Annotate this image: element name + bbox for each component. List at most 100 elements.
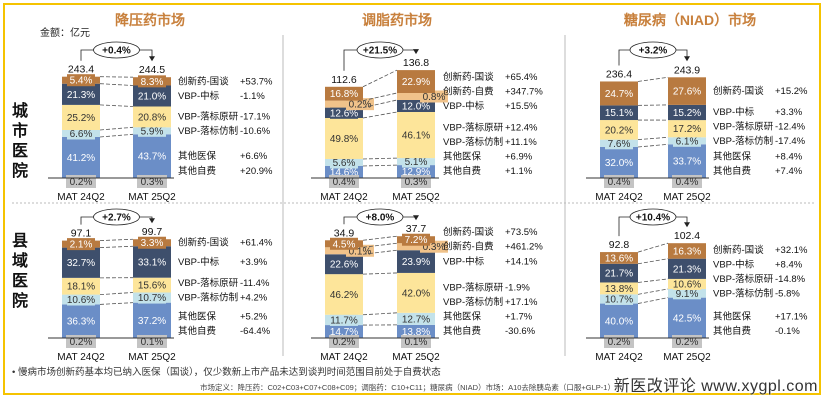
chart-title: 糖尿病（NIAD）市场	[624, 12, 756, 28]
connector-line	[637, 288, 669, 295]
segment-value-label: 10.6%	[67, 295, 95, 306]
bar-segment	[600, 303, 638, 338]
bar-segment	[325, 274, 363, 315]
x-tick-label: MAT 24Q2	[57, 192, 105, 203]
segment-value-label: 15.6%	[138, 281, 166, 292]
value-label-box	[673, 287, 701, 300]
legend-series-name: VBP-中标	[178, 90, 220, 102]
segment-value-label: 46.2%	[330, 290, 358, 301]
segment-value-label: 20.2%	[605, 125, 633, 136]
legend-change-value: +61.4%	[240, 238, 273, 249]
legend-series-name: VBP-落标仿制	[178, 292, 238, 304]
bar-segment	[62, 277, 100, 295]
value-label-box	[138, 124, 166, 137]
legend-series-name: VBP-中标	[443, 256, 485, 268]
value-label-box	[67, 238, 95, 251]
connector-line	[362, 164, 398, 167]
segment-value-label: 21.0%	[138, 92, 166, 103]
legend-series-name: VBP-落标仿制	[713, 135, 773, 147]
segment-value-label: 42.5%	[673, 313, 701, 324]
legend-series-name: VBP-落标仿制	[713, 287, 773, 299]
stacked-bar-chart: 36.3% 10.6% 18.1% 32.7% 2.1% 0.2% 97.1 MAT 24Q2…	[48, 208, 273, 363]
bar-segment	[62, 136, 100, 178]
growth-bubble	[93, 208, 140, 226]
bar-segment	[668, 258, 706, 279]
legend-series-name: VBP-落标仿制	[443, 296, 503, 308]
x-tick-label: MAT 25Q2	[663, 192, 711, 203]
segment-value-label: 33.7%	[673, 157, 701, 168]
row-label-county: 县域医院	[12, 233, 29, 310]
connector-line	[99, 238, 134, 242]
legend-series-name: 其他自费	[713, 325, 751, 337]
legend-series-name: 其他医保	[713, 311, 752, 323]
legend-series-name: 其他自费	[443, 325, 481, 337]
segment-value-label: 2.1%	[70, 240, 93, 251]
segment-value-label: 49.8%	[330, 134, 358, 145]
x-tick-label: MAT 25Q2	[392, 352, 440, 363]
growth-bubble	[629, 208, 677, 226]
value-label-box	[138, 291, 166, 304]
x-tick-label: MAT 24Q2	[57, 352, 105, 363]
legend-series-name: VBP-中标	[713, 106, 755, 118]
segment-value-label: 0.2%	[333, 337, 356, 348]
bar-segment	[325, 254, 363, 275]
bar-segment	[133, 277, 171, 293]
legend-series-name: 创新药-国谈	[713, 244, 764, 256]
legend-change-value: +11.1%	[505, 137, 537, 148]
connector-line	[99, 83, 134, 86]
figure-frame	[3, 3, 821, 395]
segment-value-label: 10.7%	[605, 294, 633, 305]
legend-series-name: 创新药-自费	[443, 241, 494, 253]
segment-value-label: 0.1%	[141, 337, 164, 348]
arrow-head-icon	[684, 222, 690, 228]
legend-change-value: +1.1%	[505, 166, 533, 177]
bar-segment	[62, 83, 100, 105]
connector-line	[362, 272, 398, 275]
legend-change-value: +20.9%	[240, 166, 273, 177]
growth-bubble	[356, 41, 404, 59]
arrow-head-icon	[149, 218, 155, 224]
legend-change-value: -0.1%	[775, 326, 800, 337]
connector-line	[637, 104, 669, 106]
legend-change-value: +1.7%	[505, 312, 533, 323]
stacked-bar-chart: 糖尿病（NIAD）市场 32.0% 7.6% 20.2% 15.1% 24.7% 0.4% 2…	[586, 12, 808, 203]
segment-value-label: 37.2%	[138, 316, 166, 327]
legend-change-value: +12.4%	[505, 123, 538, 134]
chart-title: 降压药市场	[115, 12, 185, 28]
segment-value-label: 32.0%	[605, 158, 633, 169]
segment-value-label: 0.2%	[70, 337, 93, 348]
legend-series-name: 其他医保	[178, 150, 217, 162]
segment-value-label: 40.0%	[605, 316, 633, 327]
legend-change-value: +6.9%	[505, 152, 533, 163]
bar-segment	[325, 247, 363, 255]
legend-change-value: +3.3%	[775, 107, 803, 118]
x-tick-label: MAT 24Q2	[320, 352, 368, 363]
bar-total-label: 243.4	[68, 64, 94, 76]
bar-segment	[668, 243, 706, 259]
connector-line	[637, 258, 669, 265]
segment-value-label: 4.5%	[333, 239, 356, 250]
unit-label: 金额：亿元	[40, 28, 90, 39]
bar-segment	[668, 120, 706, 138]
segment-value-label: 14.7%	[330, 327, 358, 338]
legend-change-value: +8.4%	[775, 259, 803, 270]
segment-value-label: 0.4%	[333, 177, 356, 188]
segment-value-label: 42.0%	[402, 288, 430, 299]
row-label-city: 城市医院	[12, 103, 29, 180]
bar-segment	[600, 105, 638, 121]
legend-change-value: -1.9%	[505, 283, 530, 294]
x-tick-label: MAT 25Q2	[663, 352, 711, 363]
legend-series-name: VBP-落标原研	[178, 110, 239, 122]
legend-series-name: VBP-落标原研	[443, 282, 504, 294]
segment-value-label: 7.6%	[608, 139, 631, 150]
connector-line	[362, 235, 398, 241]
bar-segment	[397, 100, 435, 112]
growth-rate-label: +2.7%	[102, 213, 131, 224]
bar-segment	[397, 112, 435, 159]
legend-series-name: 其他医保	[443, 151, 482, 163]
segment-value-label: 23.9%	[402, 257, 430, 268]
value-label-box	[138, 236, 166, 249]
x-tick-label: MAT 25Q2	[128, 352, 176, 363]
segment-value-label: 21.3%	[673, 264, 701, 275]
bar-segment	[397, 243, 435, 251]
